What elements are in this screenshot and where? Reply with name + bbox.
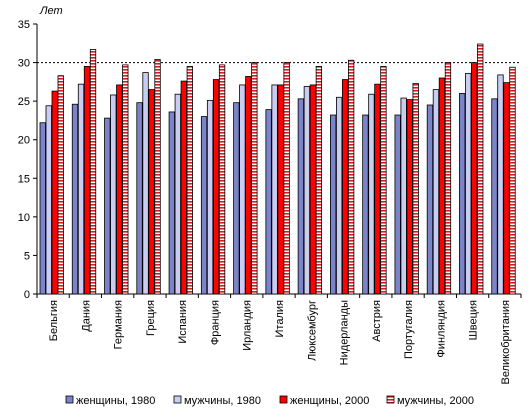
bar-Великобритания-мужчины, 1980 — [497, 74, 504, 295]
bar-Испания-женщины, 1980 — [168, 111, 175, 295]
bar-Австрия-мужчины, 2000 — [380, 66, 387, 295]
bar-Германия-мужчины, 1980 — [110, 94, 117, 295]
legend-label: мужчины, 1980 — [184, 395, 261, 407]
bar-Германия-мужчины, 2000 — [122, 64, 129, 295]
bar-Франция-женщины, 1980 — [200, 116, 208, 295]
bar-Нидерланды-женщины, 2000 — [341, 79, 349, 295]
bar-Италия-женщины, 2000 — [277, 84, 284, 295]
legend: женщины, 1980 мужчины, 1980 женщины, 2000 м… — [65, 395, 474, 407]
bar-Испания-мужчины, 1980 — [174, 93, 181, 295]
bar-Нидерланды-мужчины, 2000 — [347, 59, 355, 295]
bar-Дания-женщины, 1980 — [71, 103, 79, 295]
bar-Финляндия-женщины, 2000 — [438, 77, 446, 295]
bar-Люксембург-женщины, 2000 — [309, 84, 317, 295]
x-tick-label: Австрия — [371, 300, 383, 342]
bar-Швеция-мужчины, 2000 — [477, 43, 484, 295]
y-tick-label: 15 — [18, 173, 30, 185]
bar-Португалия-мужчины, 1980 — [400, 97, 407, 295]
bar-Испания-мужчины, 2000 — [186, 66, 193, 295]
bar-Франция-мужчины, 2000 — [218, 64, 226, 295]
bar-Германия-женщины, 2000 — [116, 84, 123, 295]
x-tick-label: Бельгия — [48, 300, 60, 341]
bar-Португалия-мужчины, 2000 — [412, 83, 419, 295]
bars — [39, 43, 516, 295]
bar-Испания-женщины, 2000 — [180, 80, 187, 295]
bar-Великобритания-мужчины, 2000 — [509, 66, 516, 295]
bar-Бельгия-мужчины, 1980 — [45, 105, 52, 295]
bar-Франция-мужчины, 1980 — [206, 99, 214, 295]
bar-Люксембург-мужчины, 2000 — [315, 66, 323, 295]
y-tick-label: 35 — [18, 19, 30, 31]
bar-Австрия-женщины, 1980 — [362, 114, 369, 295]
bar-Дания-женщины, 2000 — [83, 66, 91, 295]
bar-Ирландия-женщины, 1980 — [233, 102, 240, 295]
bar-Германия-женщины, 1980 — [104, 117, 111, 295]
bar-Португалия-женщины, 1980 — [394, 114, 401, 295]
legend-label: женщины, 1980 — [76, 395, 155, 407]
x-tick-label: Дания — [80, 300, 92, 332]
bar-Швеция-женщины, 2000 — [471, 62, 478, 295]
bar-Финляндия-мужчины, 1980 — [432, 89, 440, 295]
x-tick-label: Финляндия — [435, 300, 447, 358]
bar-Дания-мужчины, 2000 — [89, 49, 97, 295]
bar-Финляндия-мужчины, 2000 — [444, 62, 452, 295]
legend-swatch — [173, 395, 182, 404]
bar-Ирландия-мужчины, 1980 — [239, 84, 246, 295]
bar-Франция-женщины, 2000 — [212, 79, 220, 295]
legend-swatch — [279, 395, 288, 404]
bar-Великобритания-женщины, 2000 — [503, 82, 510, 295]
bar-Ирландия-мужчины, 2000 — [251, 62, 258, 295]
bar-Италия-мужчины, 2000 — [283, 62, 290, 295]
y-tick-labels: 0 5 10 15 20 25 30 35 — [18, 19, 30, 301]
bar-Греция-мужчины, 1980 — [142, 72, 149, 295]
bar-Греция-мужчины, 2000 — [154, 59, 161, 295]
bar-Италия-мужчины, 1980 — [271, 84, 278, 295]
y-tick-label: 30 — [18, 58, 30, 70]
x-tick-labels: Бельгия Дания Германия Греция Испания Франция… — [48, 300, 512, 385]
legend-label: мужчины, 2000 — [397, 395, 474, 407]
bar-Финляндия-женщины, 1980 — [426, 104, 434, 295]
bar-Дания-мужчины, 1980 — [77, 83, 85, 295]
y-tick-label: 20 — [18, 135, 30, 147]
bar-Нидерланды-женщины, 1980 — [329, 114, 337, 295]
bar-Люксембург-мужчины, 1980 — [303, 86, 311, 295]
bar-Австрия-мужчины, 1980 — [368, 93, 375, 295]
bar-Швеция-женщины, 1980 — [459, 93, 466, 295]
y-tick-label: 10 — [18, 212, 30, 224]
x-tick-label: Греция — [145, 300, 157, 336]
bar-Италия-женщины, 1980 — [265, 109, 272, 295]
y-tick-label: 5 — [24, 250, 30, 262]
x-tick-label: Швеция — [468, 300, 480, 340]
bar-Бельгия-женщины, 1980 — [39, 122, 46, 295]
bar-Великобритания-женщины, 1980 — [491, 98, 498, 295]
x-tick-label: Нидерланды — [339, 300, 351, 365]
bar-Люксембург-женщины, 1980 — [297, 98, 305, 295]
y-tick-label: 25 — [18, 96, 30, 108]
x-tick-label: Испания — [177, 300, 189, 344]
legend-swatch — [386, 395, 395, 404]
x-tick-label: Италия — [274, 300, 286, 338]
x-tick-label: Ирландия — [242, 300, 254, 351]
x-tick-label: Люксембург — [306, 300, 318, 361]
x-tick-label: Франция — [209, 300, 221, 345]
bar-Греция-женщины, 2000 — [148, 89, 155, 295]
y-axis-label: Лет — [39, 5, 63, 17]
y-tick-label: 0 — [24, 289, 30, 301]
bar-Греция-женщины, 1980 — [136, 102, 143, 295]
legend-label: женщины, 2000 — [290, 395, 369, 407]
bar-Ирландия-женщины, 2000 — [245, 76, 252, 295]
bar-Австрия-женщины, 2000 — [374, 83, 381, 295]
bar-Бельгия-женщины, 2000 — [51, 90, 58, 295]
bar-Бельгия-мужчины, 2000 — [57, 75, 64, 295]
legend-swatch — [65, 395, 74, 404]
x-tick-label: Великобритания — [500, 300, 512, 385]
bar-Швеция-мужчины, 1980 — [465, 72, 472, 295]
x-tick-label: Португалия — [403, 300, 415, 359]
x-tick-label: Германия — [113, 300, 125, 349]
bar-Нидерланды-мужчины, 1980 — [335, 96, 343, 295]
bar-Португалия-женщины, 2000 — [406, 99, 413, 295]
